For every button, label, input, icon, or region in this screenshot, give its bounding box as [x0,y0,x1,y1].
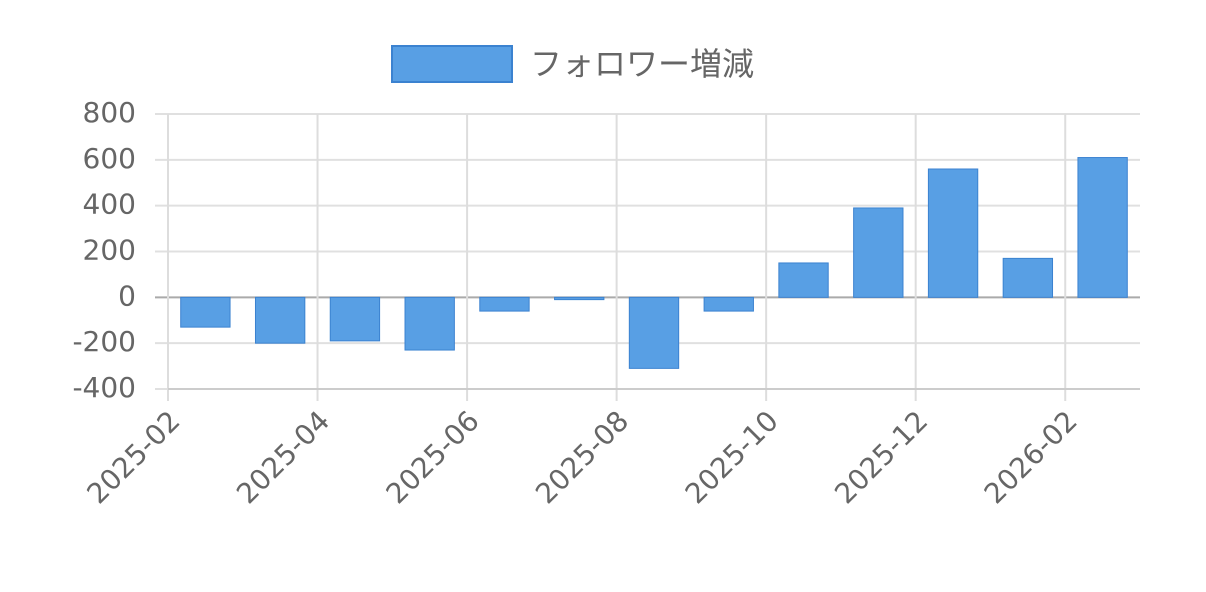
bar [778,262,829,298]
y-tick-label: 800 [83,96,136,129]
y-tick-label: -200 [72,325,136,358]
x-tick-label: 2025-10 [679,404,785,510]
y-tick-label: -400 [72,371,136,404]
y-tick-label: 600 [83,142,136,175]
bar [628,296,680,369]
y-tick-label: 0 [118,279,136,312]
y-tick-label: 400 [83,188,136,221]
x-tick-label: 2025-02 [81,404,187,510]
bar [404,296,455,351]
legend-label: フォロワー増減 [530,45,754,83]
x-tick-label: 2025-06 [380,404,486,510]
bar [329,296,381,342]
bar [479,296,530,312]
bar [180,296,231,328]
bar [853,207,904,298]
legend-swatch [391,45,513,83]
bar [554,296,605,301]
x-tick-label: 2025-04 [230,404,336,510]
bar [1077,157,1128,298]
y-tick-label: 200 [83,234,136,267]
bar [927,168,979,298]
x-tick-label: 2026-02 [978,404,1084,510]
x-tick-label: 2025-12 [828,404,934,510]
bar [703,296,754,312]
bar [1002,257,1054,298]
x-tick-label: 2025-08 [529,404,635,510]
bar [254,296,306,344]
